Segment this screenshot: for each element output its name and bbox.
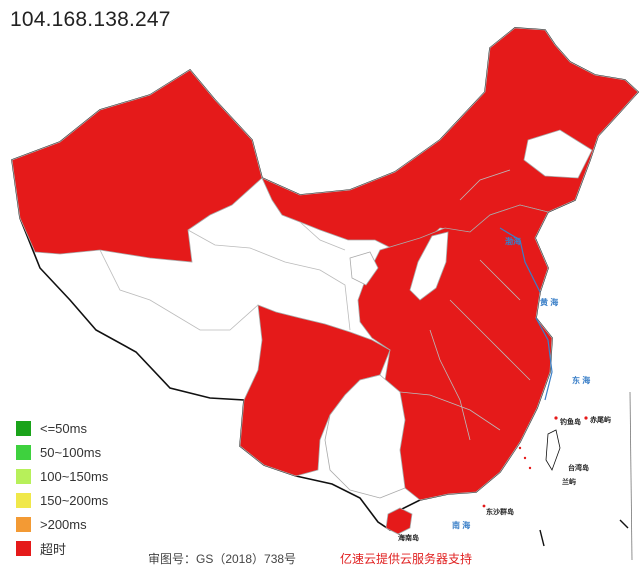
sea-label-bohai: 渤海 [505,236,521,246]
legend-label: 超时 [40,541,67,557]
region-shanxi [409,231,449,301]
legend-item: 100~150ms [16,464,108,488]
ip-address-title: 104.168.138.247 [10,8,171,31]
legend-item: >200ms [16,512,108,536]
region-guizhou-guangxi [324,374,406,499]
legend-swatch [16,444,31,460]
region-xinjiang [11,69,263,263]
legend-item: <=50ms [16,416,108,440]
legend-swatch [16,420,31,436]
island-label-taiwan: 台湾岛 [568,463,589,472]
latency-legend: <=50ms 50~100ms 100~150ms 150~200ms >200ms 超时 [16,416,108,560]
legend-item: 超时 [16,536,108,560]
legend-item: 150~200ms [16,488,108,512]
legend-label: >200ms [40,516,87,532]
island-label-dongsha: 东沙群岛 [486,507,514,516]
region-shaanxi-gap [349,251,379,286]
map-approval-number: 审图号：GS（2018）738号 [148,552,297,566]
legend-swatch [16,492,31,508]
region-taiwan [545,429,561,471]
sea-label-south-sea: 南 海 [452,520,470,530]
region-jilin [523,129,593,179]
sea-label-east-sea: 东 海 [572,375,590,385]
island-label-chiwei: 赤尾屿 [590,415,611,424]
island-label-diaoyu: 钓鱼岛 [559,417,581,426]
legend-label: <=50ms [40,420,87,436]
island-label-hainan: 海南岛 [398,533,419,542]
region-hainan [385,507,413,535]
legend-swatch [16,516,31,532]
legend-label: 50~100ms [40,444,102,460]
legend-swatch [16,540,31,556]
sea-label-yellow-sea: 黄 海 [540,297,558,307]
sponsor-link[interactable]: 亿速云提供云服务器支持 [340,552,473,566]
legend-swatch [16,468,31,484]
legend-item: 50~100ms [16,440,108,464]
island-label-lanyu: 兰屿 [562,477,576,486]
region-north [261,27,639,251]
legend-label: 150~200ms [40,492,109,508]
legend-label: 100~150ms [40,468,109,484]
